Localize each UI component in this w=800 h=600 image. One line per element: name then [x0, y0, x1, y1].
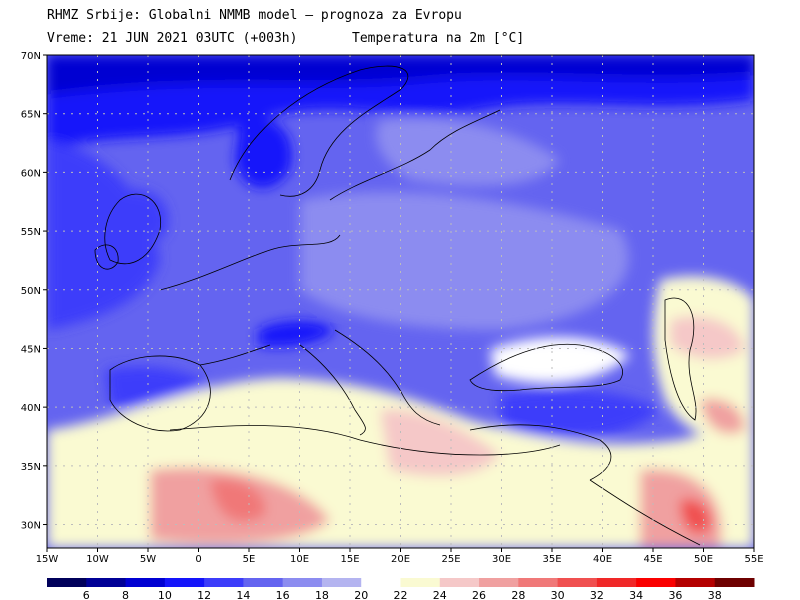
lat-tick-label: 30N: [21, 521, 41, 532]
field-arctic: [47, 55, 754, 95]
lon-tick-label: 45E: [643, 554, 662, 565]
longitude-axis: 15W 10W 5W 0 5E 10E 15E 20E 25E 30E 35E 40E 45E 50E 55…: [36, 548, 764, 565]
lat-tick-label: 65N: [21, 110, 41, 121]
lon-tick-label: 0: [195, 554, 201, 565]
colorbar-label: 38: [708, 589, 722, 600]
coast-caspian: [664, 297, 697, 421]
lon-tick-label: 40E: [593, 554, 612, 565]
colorbar-swatch: [400, 578, 441, 587]
coast-britain: [104, 193, 162, 265]
colorbar-label: 26: [472, 589, 486, 600]
lon-tick-label: 20E: [391, 554, 410, 565]
field-finland: [376, 117, 560, 186]
colorbar-label: 20: [354, 589, 368, 600]
colorbar-swatch: [675, 578, 716, 587]
colorbar-label: 30: [551, 589, 565, 600]
colorbar-label: 12: [197, 589, 211, 600]
field-scotland: [122, 189, 169, 240]
colorbar-swatch: [86, 578, 127, 587]
colorbar-swatch: [47, 578, 87, 587]
lon-tick-label: 35E: [542, 554, 561, 565]
temperature-field: [47, 55, 754, 548]
coast-red-sea: [589, 479, 701, 546]
colorbar-swatch: [518, 578, 559, 587]
coast-ireland: [94, 244, 119, 270]
map-title: RHMZ Srbije: Globalni NMMB model — progn…: [47, 8, 462, 23]
latitude-axis: 70N 65N 60N 55N 50N 45N 40N 35N 30N: [21, 51, 47, 532]
coast-france-south: [199, 344, 271, 366]
colorbar-label: 34: [629, 589, 643, 600]
coast-black-sea: [469, 343, 623, 392]
colorbar-swatch: [282, 578, 323, 587]
colorbar-label: 32: [590, 589, 604, 600]
colorbar-label: 24: [433, 589, 447, 600]
graticule: [47, 55, 754, 548]
colorbar-label: 18: [315, 589, 329, 600]
colorbar-swatch: [164, 578, 205, 587]
coast-adriatic: [334, 329, 441, 426]
colorbar-swatch: [596, 578, 637, 587]
colorbar-swatch: [204, 578, 244, 587]
lon-tick-label: 5W: [140, 554, 156, 565]
lat-tick-label: 40N: [21, 403, 41, 414]
lon-tick-label: 10W: [86, 554, 109, 565]
colorbar-label: 36: [668, 589, 682, 600]
field-alps: [258, 321, 335, 347]
colorbar-label: 14: [236, 589, 250, 600]
field-atlantic: [47, 140, 160, 330]
lon-tick-label: 55E: [744, 554, 763, 565]
coast-iberia: [109, 355, 211, 432]
lat-tick-label: 50N: [21, 286, 41, 297]
lon-tick-label: 10E: [290, 554, 309, 565]
lat-tick-label: 60N: [21, 168, 41, 179]
colorbar-label: 22: [394, 589, 408, 600]
field-sahara-hot: [210, 479, 266, 522]
colorbar-swatch: [321, 578, 362, 587]
colorbar-swatch: [439, 578, 480, 587]
lon-tick-label: 25E: [441, 554, 460, 565]
lon-tick-label: 50E: [694, 554, 713, 565]
field-gulf: [680, 499, 711, 534]
lat-tick-label: 45N: [21, 344, 41, 355]
colorbar-swatch: [557, 578, 598, 587]
coast-baltic: [329, 109, 501, 201]
colorbar-label: 10: [158, 589, 172, 600]
coast-italy: [299, 344, 366, 436]
colorbar-swatch: [243, 578, 284, 587]
colorbar-label: 8: [122, 589, 129, 600]
colorbar-swatch: [714, 578, 755, 587]
lat-tick-label: 55N: [21, 227, 41, 238]
colorbar-swatch: [479, 578, 519, 587]
colorbar-label: 16: [276, 589, 290, 600]
colorbar-swatch: [361, 578, 401, 587]
field-label: Temperatura na 2m [°C]: [352, 31, 525, 46]
coast-levant: [469, 424, 612, 481]
forecast-time-label: Vreme: 21 JUN 2021 03UTC (+003h): [47, 31, 298, 46]
lon-tick-label: 15E: [340, 554, 359, 565]
colorbar: 6 8 10 12 14 16 18 20 22 24 26 28 30 32 34 36 38: [47, 578, 755, 600]
lon-tick-label: 15W: [36, 554, 59, 565]
field-libya: [380, 409, 500, 477]
lon-tick-label: 30E: [492, 554, 511, 565]
colorbar-label: 6: [83, 589, 90, 600]
field-central: [300, 191, 629, 330]
lat-tick-label: 70N: [21, 51, 41, 62]
colorbar-swatch: [636, 578, 676, 587]
colorbar-swatch: [125, 578, 166, 587]
lat-tick-label: 35N: [21, 462, 41, 473]
coast-north-sea: [159, 234, 341, 291]
colorbar-label: 28: [511, 589, 525, 600]
field-anatolia: [500, 390, 660, 439]
lon-tick-label: 5E: [243, 554, 256, 565]
